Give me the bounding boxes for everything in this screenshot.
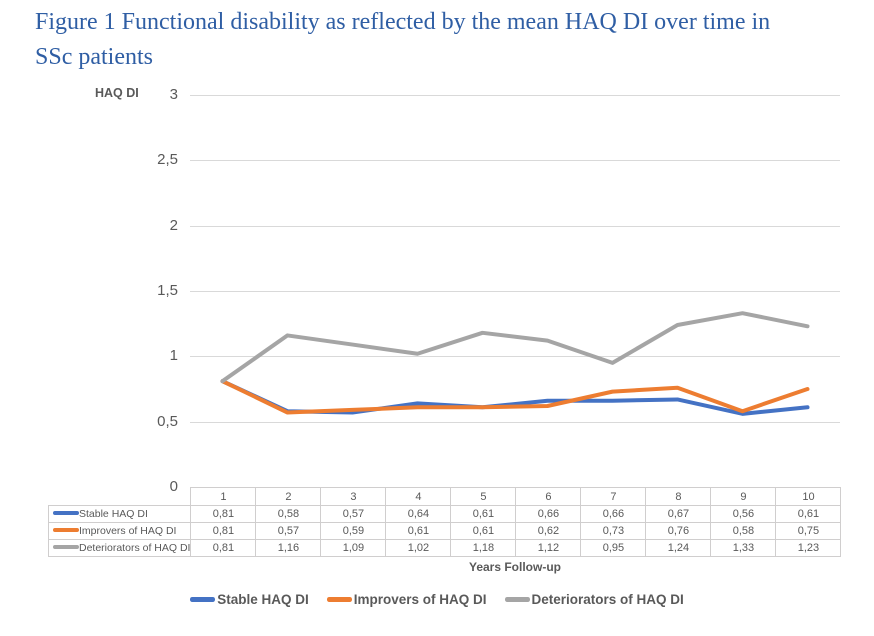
series-label: Stable HAQ DI — [79, 508, 148, 520]
legend-swatch-icon — [326, 597, 352, 602]
legend-label: Stable HAQ DI — [217, 592, 309, 607]
value-cell: 1,02 — [385, 539, 452, 557]
value-cell: 0,57 — [255, 522, 322, 540]
table-row: Improvers of HAQ DI 0,81 0,57 0,59 0,61 0,61 0… — [47, 522, 842, 540]
series-swatch-icon — [53, 545, 79, 550]
y-axis-title: HAQ DI — [95, 86, 139, 100]
x-category-cell: 6 — [515, 487, 582, 506]
series-label-cell: Deteriorators of HAQ DI — [47, 539, 192, 557]
value-cell: 1,33 — [710, 539, 777, 557]
x-category-cell: 2 — [255, 487, 322, 506]
value-cell: 1,18 — [450, 539, 517, 557]
value-cell: 0,57 — [320, 505, 387, 523]
value-cell: 0,61 — [775, 505, 842, 523]
value-cell: 1,16 — [255, 539, 322, 557]
value-cell: 0,64 — [385, 505, 452, 523]
x-category-cell: 8 — [645, 487, 712, 506]
x-category-cell: 5 — [450, 487, 517, 506]
table-row: Stable HAQ DI 0,81 0,58 0,57 0,64 0,61 0,66 0,6… — [47, 505, 842, 523]
value-cell: 0,58 — [710, 522, 777, 540]
value-cell: 0,76 — [645, 522, 712, 540]
series-label: Deteriorators of HAQ DI — [79, 542, 191, 554]
value-cell: 0,81 — [190, 505, 257, 523]
y-tick-label: 3 — [169, 86, 178, 103]
series-line-improvers-of-haq-di — [220, 379, 810, 415]
value-cell: 0,66 — [515, 505, 582, 523]
legend: Stable HAQ DI Improvers of HAQ DI Deterior… — [0, 592, 874, 607]
value-cell: 0,67 — [645, 505, 712, 523]
plot-area — [190, 95, 840, 423]
value-cell: 0,62 — [515, 522, 582, 540]
data-table: 1 2 3 4 5 6 7 8 9 10 Stable HAQ DI 0,81 0,58 0,57 0,64… — [47, 487, 842, 557]
legend-swatch-icon — [504, 597, 530, 602]
legend-item: Deteriorators of HAQ DI — [504, 592, 684, 607]
y-axis-ticks: 3 2,5 2 1,5 1 0,5 0 — [118, 0, 178, 500]
y-tick-label: 2,5 — [157, 151, 178, 169]
y-tick-label: 1 — [169, 347, 178, 365]
y-tick-label: 0,5 — [157, 412, 178, 430]
series-swatch-icon — [53, 528, 79, 533]
value-cell: 0,66 — [580, 505, 647, 523]
y-tick-label: 0 — [169, 478, 178, 495]
x-axis-title: Years Follow-up — [468, 560, 561, 574]
value-cell: 0,61 — [450, 522, 517, 540]
legend-swatch-icon — [190, 597, 216, 602]
value-cell: 0,73 — [580, 522, 647, 540]
value-cell: 0,61 — [385, 522, 452, 540]
series-label-cell: Improvers of HAQ DI — [47, 522, 192, 540]
legend-item: Stable HAQ DI — [190, 592, 309, 607]
x-category-cell: 10 — [775, 487, 842, 506]
value-cell: 0,59 — [320, 522, 387, 540]
value-cell: 0,61 — [450, 505, 517, 523]
value-cell: 0,75 — [775, 522, 842, 540]
y-tick-label: 2 — [169, 216, 178, 234]
value-cell: 1,24 — [645, 539, 712, 557]
value-cell: 1,09 — [320, 539, 387, 557]
x-category-cell: 3 — [320, 487, 387, 506]
x-category-cell: 1 — [190, 487, 257, 506]
value-cell: 1,12 — [515, 539, 582, 557]
table-corner-cell — [49, 488, 191, 506]
x-category-cell: 9 — [710, 487, 777, 506]
y-tick-label: 1,5 — [157, 282, 178, 299]
series-swatch-icon — [53, 511, 79, 516]
value-cell: 0,56 — [710, 505, 777, 523]
table-header-row: 1 2 3 4 5 6 7 8 9 10 — [49, 487, 842, 506]
legend-label: Deteriorators of HAQ DI — [531, 592, 684, 607]
value-cell: 0,81 — [190, 522, 257, 540]
value-cell: 0,58 — [255, 505, 322, 523]
x-category-cell: 4 — [385, 487, 452, 506]
legend-label: Improvers of HAQ DI — [353, 592, 487, 607]
series-label-cell: Stable HAQ DI — [47, 505, 192, 523]
value-cell: 0,81 — [190, 539, 257, 557]
x-category-cell: 7 — [580, 487, 647, 506]
series-line-stable-haq-di — [220, 379, 810, 416]
legend-item: Improvers of HAQ DI — [326, 592, 487, 607]
value-cell: 1,23 — [775, 539, 842, 557]
value-cell: 0,95 — [580, 539, 647, 557]
series-label: Improvers of HAQ DI — [79, 525, 177, 537]
figure-title: Figure 1 Functional disability as reflec… — [35, 9, 771, 70]
series-line-deteriorators-of-haq-di — [220, 311, 810, 384]
table-row: Deteriorators of HAQ DI 0,81 1,16 1,09 1,02 1… — [47, 539, 842, 557]
